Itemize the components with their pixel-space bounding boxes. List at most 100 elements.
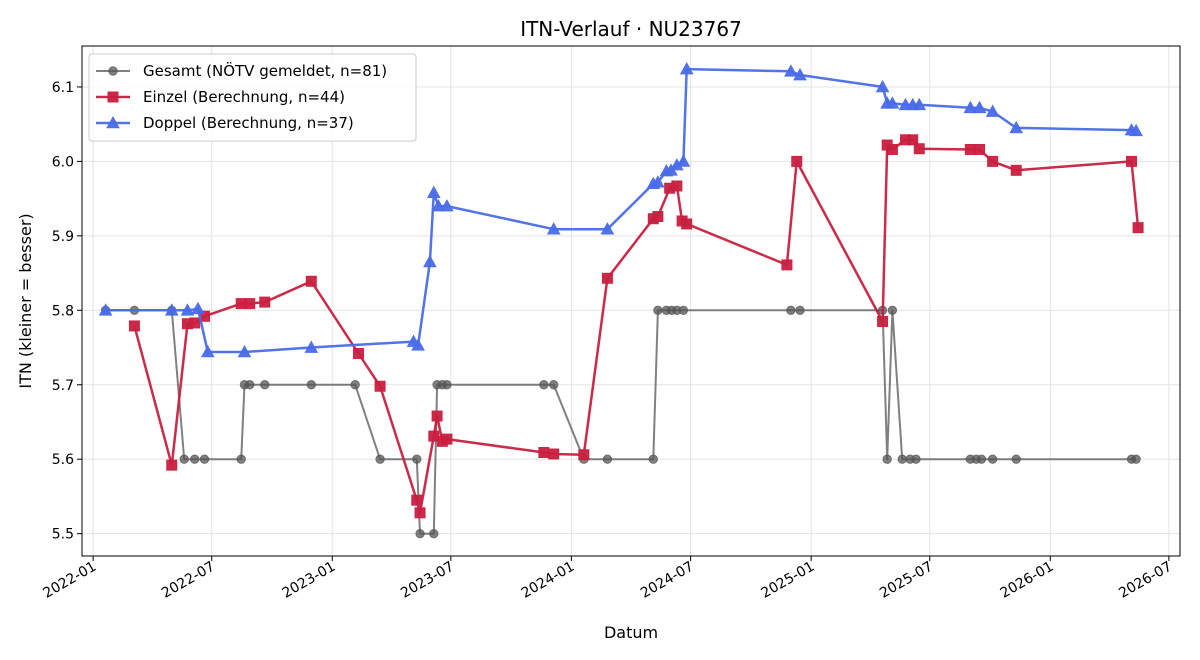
data-point-square bbox=[244, 298, 256, 310]
data-point-triangle bbox=[912, 97, 927, 111]
data-point-circle bbox=[795, 305, 805, 316]
data-point-circle bbox=[786, 305, 796, 316]
data-point-circle bbox=[653, 305, 663, 316]
data-point-square bbox=[974, 143, 986, 155]
data-point-square bbox=[964, 143, 976, 155]
data-point-triangle bbox=[651, 175, 665, 188]
data-point-square bbox=[1132, 222, 1144, 234]
data-point-circle bbox=[199, 454, 210, 464]
y-tick-label: 5.5 bbox=[52, 527, 74, 543]
data-point-triangle bbox=[875, 79, 890, 93]
series-3 bbox=[98, 62, 1143, 358]
data-point-triangle bbox=[546, 222, 561, 235]
data-point-circle bbox=[442, 380, 452, 390]
data-point-circle bbox=[350, 380, 360, 390]
data-point-triangle bbox=[98, 303, 113, 316]
data-point-square bbox=[781, 259, 793, 271]
data-point-circle bbox=[415, 528, 425, 539]
data-point-square bbox=[652, 210, 664, 222]
data-point-square bbox=[538, 447, 550, 459]
data-point-triangle bbox=[963, 100, 978, 114]
data-point-square bbox=[681, 218, 693, 230]
series-2 bbox=[128, 134, 1144, 519]
y-tick-label: 5.6 bbox=[52, 452, 74, 468]
data-point-circle bbox=[882, 454, 892, 464]
data-point-square bbox=[305, 275, 317, 287]
data-point-square bbox=[107, 91, 119, 103]
data-point-circle bbox=[236, 454, 246, 464]
data-point-triangle bbox=[423, 254, 437, 268]
y-axis-title: ITN (kleiner = besser) bbox=[16, 213, 35, 388]
data-point-triangle bbox=[1129, 123, 1143, 137]
data-point-triangle bbox=[885, 96, 900, 109]
data-point-circle bbox=[306, 380, 316, 390]
data-point-square bbox=[886, 143, 898, 155]
data-point-circle bbox=[375, 454, 385, 464]
data-point-square bbox=[601, 272, 613, 284]
data-point-circle bbox=[245, 380, 255, 390]
x-axis-title: Datum bbox=[604, 623, 658, 642]
y-tick-label: 5.7 bbox=[52, 378, 74, 394]
data-point-triangle bbox=[676, 154, 691, 167]
data-point-square bbox=[578, 449, 590, 461]
data-point-square bbox=[791, 155, 803, 167]
data-point-triangle bbox=[985, 104, 1000, 117]
data-point-square bbox=[1126, 155, 1138, 167]
data-point-triangle bbox=[180, 303, 195, 316]
data-point-square bbox=[671, 180, 683, 192]
data-point-square bbox=[913, 143, 925, 155]
legend: Gesamt (NÖTV gemeldet, n=81) Einzel (Bere… bbox=[88, 53, 417, 142]
data-point-circle bbox=[1131, 454, 1141, 464]
legend-item: Einzel (Berechnung, n=44) bbox=[96, 88, 345, 106]
data-point-triangle bbox=[793, 68, 807, 81]
data-point-square bbox=[189, 317, 201, 329]
data-point-triangle bbox=[164, 303, 179, 316]
data-point-circle bbox=[412, 454, 422, 464]
data-point-triangle bbox=[431, 199, 446, 212]
data-point-circle bbox=[179, 454, 189, 464]
y-tick-label: 5.9 bbox=[52, 229, 74, 245]
data-point-triangle bbox=[200, 344, 215, 358]
data-point-square bbox=[414, 507, 426, 519]
data-point-circle bbox=[1011, 454, 1021, 464]
data-point-square bbox=[431, 410, 443, 422]
data-point-circle bbox=[189, 454, 200, 464]
plot-frame bbox=[81, 45, 1181, 557]
data-point-square bbox=[1010, 164, 1022, 176]
data-point-triangle bbox=[679, 62, 694, 75]
data-point-circle bbox=[887, 305, 898, 316]
series-1 bbox=[100, 305, 1141, 539]
legend-label: Einzel (Berechnung, n=44) bbox=[143, 88, 345, 106]
data-point-circle bbox=[897, 454, 907, 464]
data-point-square bbox=[128, 320, 140, 332]
data-point-triangle bbox=[191, 301, 205, 315]
data-point-triangle bbox=[1009, 120, 1024, 134]
y-tick-label: 5.8 bbox=[52, 303, 74, 319]
data-point-square bbox=[352, 347, 364, 359]
data-point-square bbox=[907, 134, 919, 146]
data-point-triangle bbox=[784, 64, 798, 77]
legend-item: Gesamt (NÖTV gemeldet, n=81) bbox=[96, 61, 387, 80]
data-point-square bbox=[877, 315, 889, 327]
legend-label: Doppel (Berechnung, n=37) bbox=[143, 114, 354, 132]
data-point-circle bbox=[108, 66, 118, 76]
data-point-square bbox=[374, 380, 386, 392]
data-point-circle bbox=[260, 380, 270, 390]
data-point-circle bbox=[911, 454, 921, 464]
data-point-circle bbox=[539, 380, 549, 390]
data-point-square bbox=[166, 459, 178, 471]
data-point-circle bbox=[602, 454, 613, 464]
data-point-square bbox=[411, 494, 423, 506]
data-point-circle bbox=[987, 454, 998, 464]
data-point-circle bbox=[648, 454, 658, 464]
data-point-square bbox=[441, 433, 453, 445]
data-point-triangle bbox=[972, 100, 987, 114]
data-point-square bbox=[259, 296, 271, 308]
data-point-circle bbox=[976, 454, 987, 464]
legend-label: Gesamt (NÖTV gemeldet, n=81) bbox=[143, 61, 387, 80]
data-point-triangle bbox=[600, 222, 615, 235]
data-point-square bbox=[548, 448, 560, 460]
y-tick-label: 6.0 bbox=[52, 154, 74, 170]
